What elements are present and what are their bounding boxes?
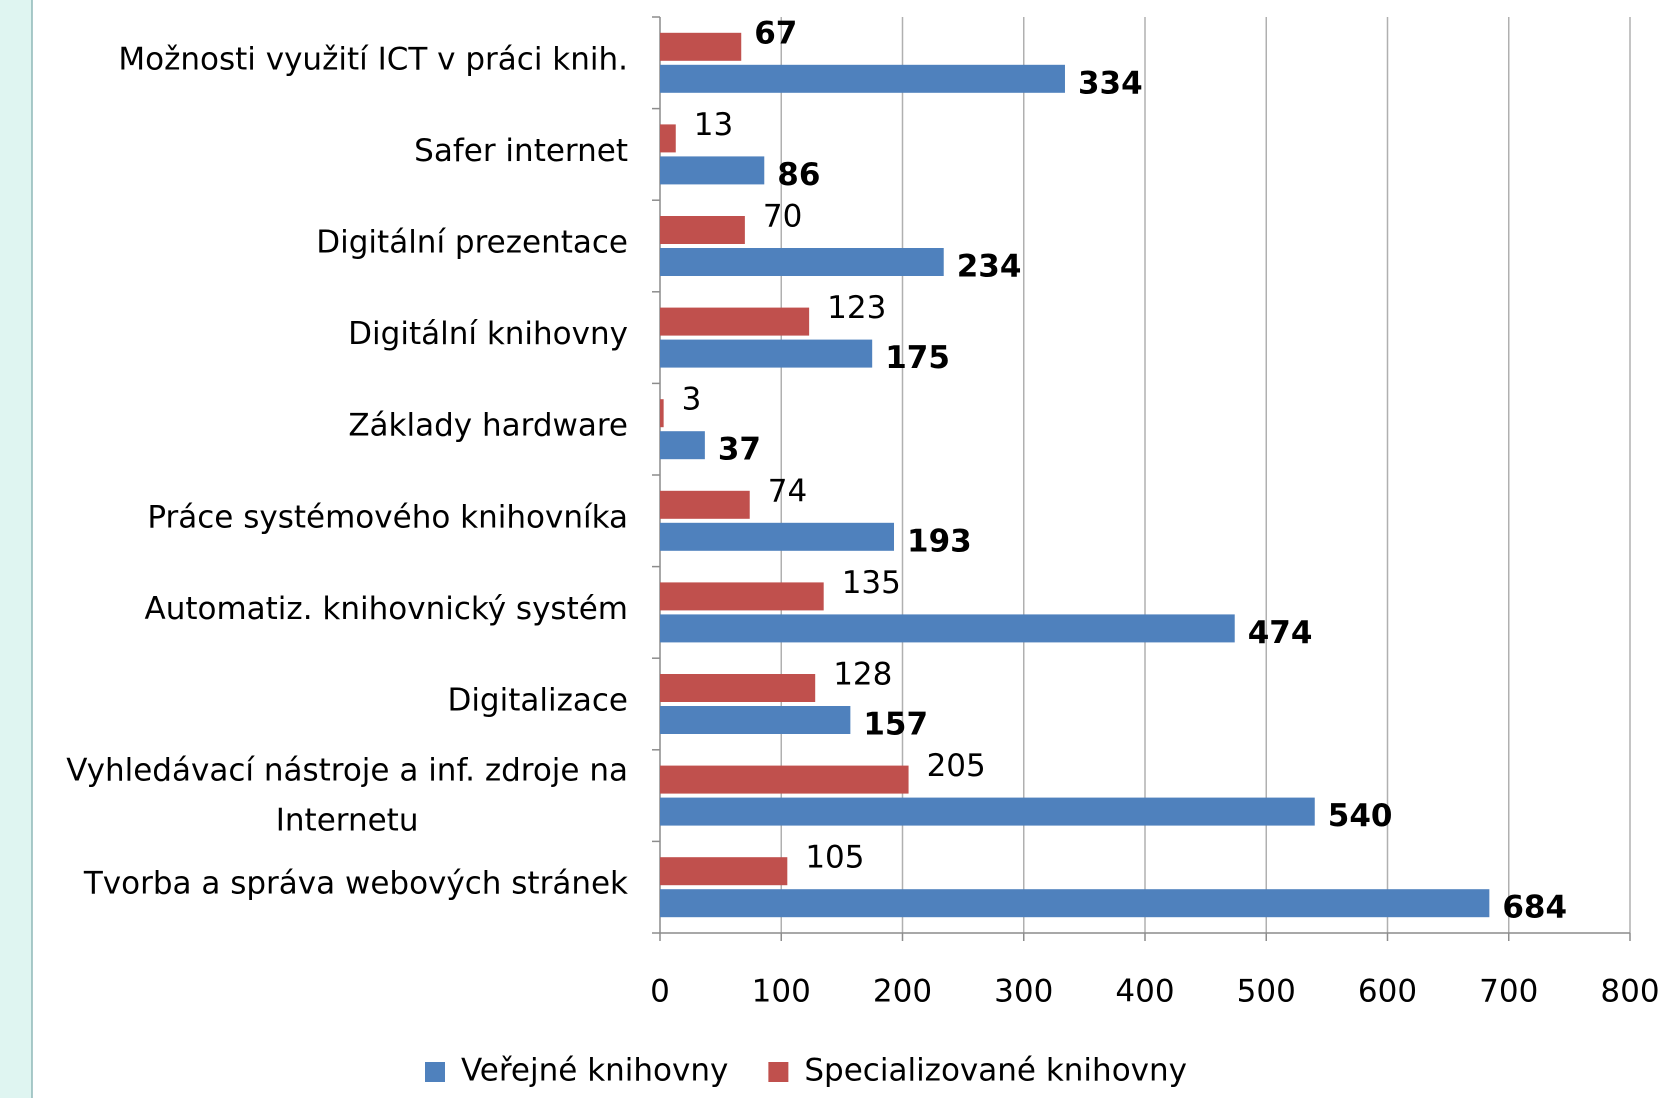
bar (660, 582, 824, 611)
x-tick-label: 300 (994, 974, 1053, 1010)
category-label: Tvorba a správa webových stránek (83, 866, 628, 902)
x-tick-label: 400 (1115, 974, 1174, 1010)
bar (660, 674, 816, 702)
bar (660, 32, 742, 61)
bar (660, 614, 1235, 643)
bar (660, 857, 788, 886)
bar (660, 490, 750, 519)
category-label: Práce systémového knihovníka (147, 499, 628, 535)
value-label: 205 (927, 748, 986, 784)
bar (660, 124, 676, 153)
value-label: 175 (885, 340, 950, 376)
value-label: 3 (682, 382, 702, 418)
legend-swatch (425, 1062, 445, 1082)
legend-label: Specializované knihovny (804, 1053, 1187, 1089)
bar (660, 431, 705, 460)
value-label: 157 (863, 707, 928, 743)
value-label: 540 (1328, 798, 1393, 834)
value-label: 13 (694, 107, 733, 143)
category-label: Digitální prezentace (316, 225, 628, 261)
value-label: 67 (754, 15, 797, 51)
value-label: 86 (777, 157, 820, 193)
category-label: Možnosti využití ICT v práci knih. (118, 41, 628, 77)
x-tick-label: 600 (1358, 974, 1417, 1010)
bar (660, 307, 810, 336)
value-label: 193 (907, 523, 972, 559)
bar (660, 765, 909, 794)
category-label: Digitální knihovny (348, 316, 628, 352)
value-label: 234 (957, 249, 1022, 285)
value-label: 135 (842, 565, 901, 601)
category-label: Vyhledávací nástroje a inf. zdroje na Int… (66, 752, 628, 838)
x-tick-label: 800 (1600, 974, 1659, 1010)
value-label: 70 (763, 199, 802, 235)
value-label: 37 (718, 432, 761, 468)
bar (660, 156, 765, 185)
category-label: Základy hardware (348, 408, 628, 444)
bar (660, 339, 873, 368)
category-label: Safer internet (414, 133, 628, 169)
bar (660, 248, 944, 276)
legend-label: Veřejné knihovny (461, 1053, 728, 1089)
x-tick-label: 100 (752, 974, 811, 1010)
x-tick-label: 200 (873, 974, 932, 1010)
bar (660, 706, 851, 734)
bar (660, 64, 1065, 93)
x-tick-label: 700 (1479, 974, 1538, 1010)
value-label: 74 (768, 473, 807, 509)
bar (660, 889, 1490, 918)
category-label-line: Internetu (276, 802, 419, 838)
value-label: 474 (1248, 615, 1313, 651)
value-label: 334 (1078, 65, 1143, 101)
category-label: Automatiz. knihovnický systém (144, 591, 628, 627)
value-label: 684 (1502, 890, 1567, 926)
bar (660, 399, 664, 428)
bar (660, 522, 895, 551)
side-stripe (0, 0, 32, 1098)
bar (660, 216, 745, 244)
x-tick-label: 500 (1237, 974, 1296, 1010)
value-label: 105 (805, 840, 864, 876)
legend-swatch (768, 1062, 789, 1082)
value-label: 123 (827, 290, 886, 326)
bar (660, 797, 1315, 826)
x-tick-label: 0 (650, 974, 670, 1010)
category-label-line: Vyhledávací nástroje a inf. zdroje na (66, 752, 628, 788)
category-label: Digitalizace (447, 683, 628, 719)
value-label: 128 (833, 657, 892, 693)
